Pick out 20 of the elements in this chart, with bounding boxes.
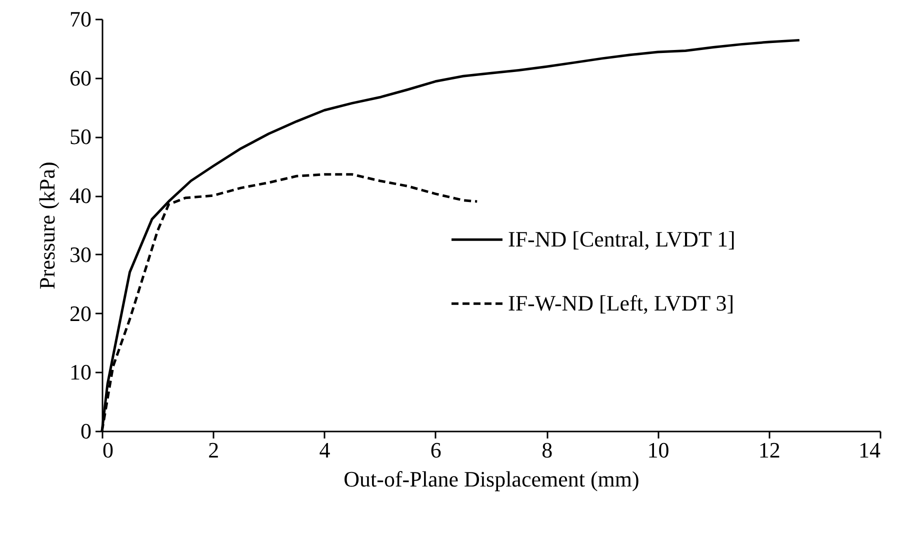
- y-tick-label: 20: [70, 300, 92, 326]
- legend-label: IF-ND [Central, LVDT 1]: [508, 226, 736, 252]
- x-tick-label: 12: [758, 438, 780, 462]
- x-tick-label: 8: [542, 438, 553, 462]
- legend-label: IF-W-ND [Left, LVDT 3]: [508, 290, 734, 316]
- x-tick-label: 0: [102, 438, 114, 462]
- y-tick-label: 40: [70, 183, 92, 208]
- y-tick-label: 60: [70, 65, 92, 90]
- y-tick-label: 0: [80, 418, 92, 444]
- y-tick-label: 30: [70, 242, 92, 267]
- y-tick-label: 10: [70, 360, 92, 385]
- x-tick-label: 14: [858, 438, 880, 462]
- y-tick-label: 70: [70, 6, 92, 32]
- y-tick-label: 50: [70, 124, 92, 150]
- x-tick-label: 6: [430, 438, 442, 462]
- x-tick-label: 4: [319, 438, 330, 462]
- y-axis-title: Pressure (kPa): [34, 162, 60, 290]
- x-tick-label: 10: [647, 438, 670, 462]
- x-tick-label: 2: [208, 438, 220, 462]
- x-axis-title: Out-of-Plane Displacement (mm): [344, 466, 640, 492]
